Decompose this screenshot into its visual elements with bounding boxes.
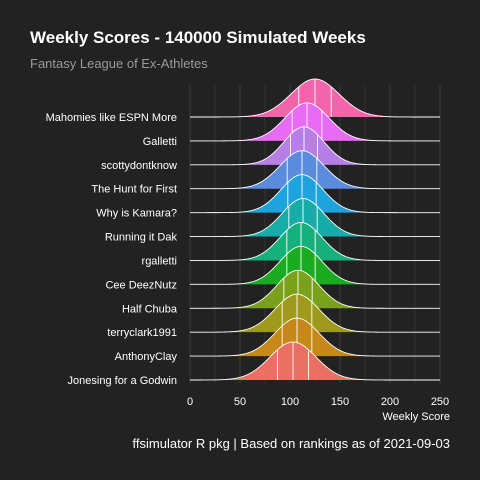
label-layer: Mahomies like ESPN More Galletti scottydon… — [46, 112, 178, 387]
team-label: rgalletti — [142, 255, 177, 267]
team-label: Galletti — [143, 136, 177, 148]
team-label: Cee DeezNutz — [105, 279, 177, 291]
team-label: Jonesing for a Godwin — [68, 375, 177, 387]
team-label: The Hunt for First — [91, 184, 177, 196]
team-label: AnthonyClay — [115, 351, 178, 363]
team-label: Running it Dak — [105, 232, 178, 244]
x-axis-title: Weekly Score — [382, 411, 450, 423]
x-tick-label: 200 — [381, 396, 399, 408]
team-label: Why is Kamara? — [96, 208, 177, 220]
x-tick-label: 150 — [331, 396, 349, 408]
x-tick-label: 0 — [187, 396, 193, 408]
team-label: scottydontknow — [101, 160, 177, 172]
x-tick-label: 250 — [431, 396, 449, 408]
team-label: terryclark1991 — [107, 327, 177, 339]
chart-caption: ffsimulator R pkg | Based on rankings as… — [133, 436, 450, 451]
x-tick-label: 100 — [281, 396, 299, 408]
x-tick-label: 50 — [234, 396, 246, 408]
team-label: Mahomies like ESPN More — [46, 112, 177, 124]
ridge-layer — [190, 79, 440, 380]
axis-layer: 0 50 100 150 200 250 Weekly Score — [187, 396, 450, 423]
team-label: Half Chuba — [122, 303, 178, 315]
